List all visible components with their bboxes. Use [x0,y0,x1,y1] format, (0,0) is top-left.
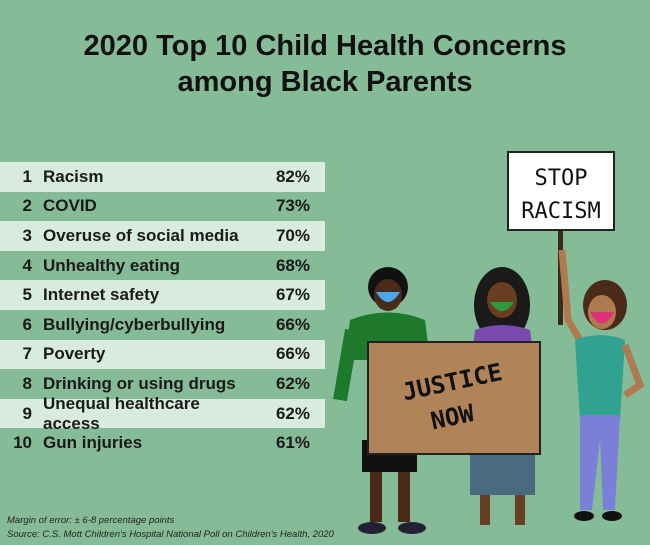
concern-percent: 68% [275,255,310,275]
table-row: 10 Gun injuries 61% [0,428,325,458]
protesters-illustration: STOP RACISM JUSTICE NOW [333,151,645,534]
table-row: 1 Racism 82% [0,162,325,192]
justice-now-sign: JUSTICE NOW [367,341,541,455]
concern-label: COVID [43,196,97,216]
margin-of-error: Margin of error: ± 6-8 percentage points [7,515,175,526]
concern-percent: 82% [275,166,310,186]
table-row: 5 Internet safety 67% [0,280,325,310]
rank-number: 7 [22,344,32,364]
concern-label: Bullying/cyberbullying [43,314,226,334]
concern-label: Gun injuries [43,433,143,453]
concern-percent: 67% [275,285,310,305]
concern-label: Unhealthy eating [43,255,180,275]
rank-number: 9 [22,403,32,423]
source: Source: C.S. Mott Children's Hospital Na… [7,529,334,540]
rank-number: 2 [22,196,32,216]
table-row: 2 COVID 73% [0,192,325,222]
table-row: 7 Poverty 66% [0,339,325,370]
concern-label: Drinking or using drugs [43,373,236,393]
rank-number: 4 [22,255,32,275]
concern-percent: 62% [275,403,310,423]
concern-percent: 66% [275,344,310,364]
rank-number: 3 [22,225,32,245]
table-row: 8 Drinking or using drugs 62% [0,369,325,399]
rank-number: 8 [22,373,32,393]
concerns-table: 1 Racism 82% 2 COVID 73% 3 Overuse of social me… [0,162,325,458]
concern-percent: 61% [275,433,310,453]
concern-label: Unequal healthcare access [43,393,200,433]
rank-number: 10 [13,433,32,453]
table-row: 9 Unequal healthcare access 62% [0,394,325,433]
table-row: 6 Bullying/cyberbullying 66% [0,310,325,340]
concern-percent: 66% [275,314,310,334]
table-row: 3 Overuse of social media 70% [0,221,325,251]
concern-percent: 73% [275,196,310,216]
woman-with-stop-sign: STOP RACISM [507,151,645,521]
racism-sign-text: RACISM [521,199,600,224]
footnotes: Margin of error: ± 6-8 percentage points… [7,514,334,542]
rank-number: 5 [22,285,32,305]
concern-label: Internet safety [43,285,160,305]
concern-percent: 70% [275,225,310,245]
page-title: 2020 Top 10 Child Health Concerns among … [83,30,567,98]
rank-number: 1 [22,166,32,186]
table-row: 4 Unhealthy eating 68% [0,251,325,281]
concern-label: Poverty [43,344,106,364]
concern-percent: 62% [275,373,310,393]
stop-sign-text: STOP [535,166,588,191]
concern-label: Racism [43,166,104,186]
concern-label: Overuse of social media [43,225,239,245]
rank-number: 6 [22,314,32,334]
